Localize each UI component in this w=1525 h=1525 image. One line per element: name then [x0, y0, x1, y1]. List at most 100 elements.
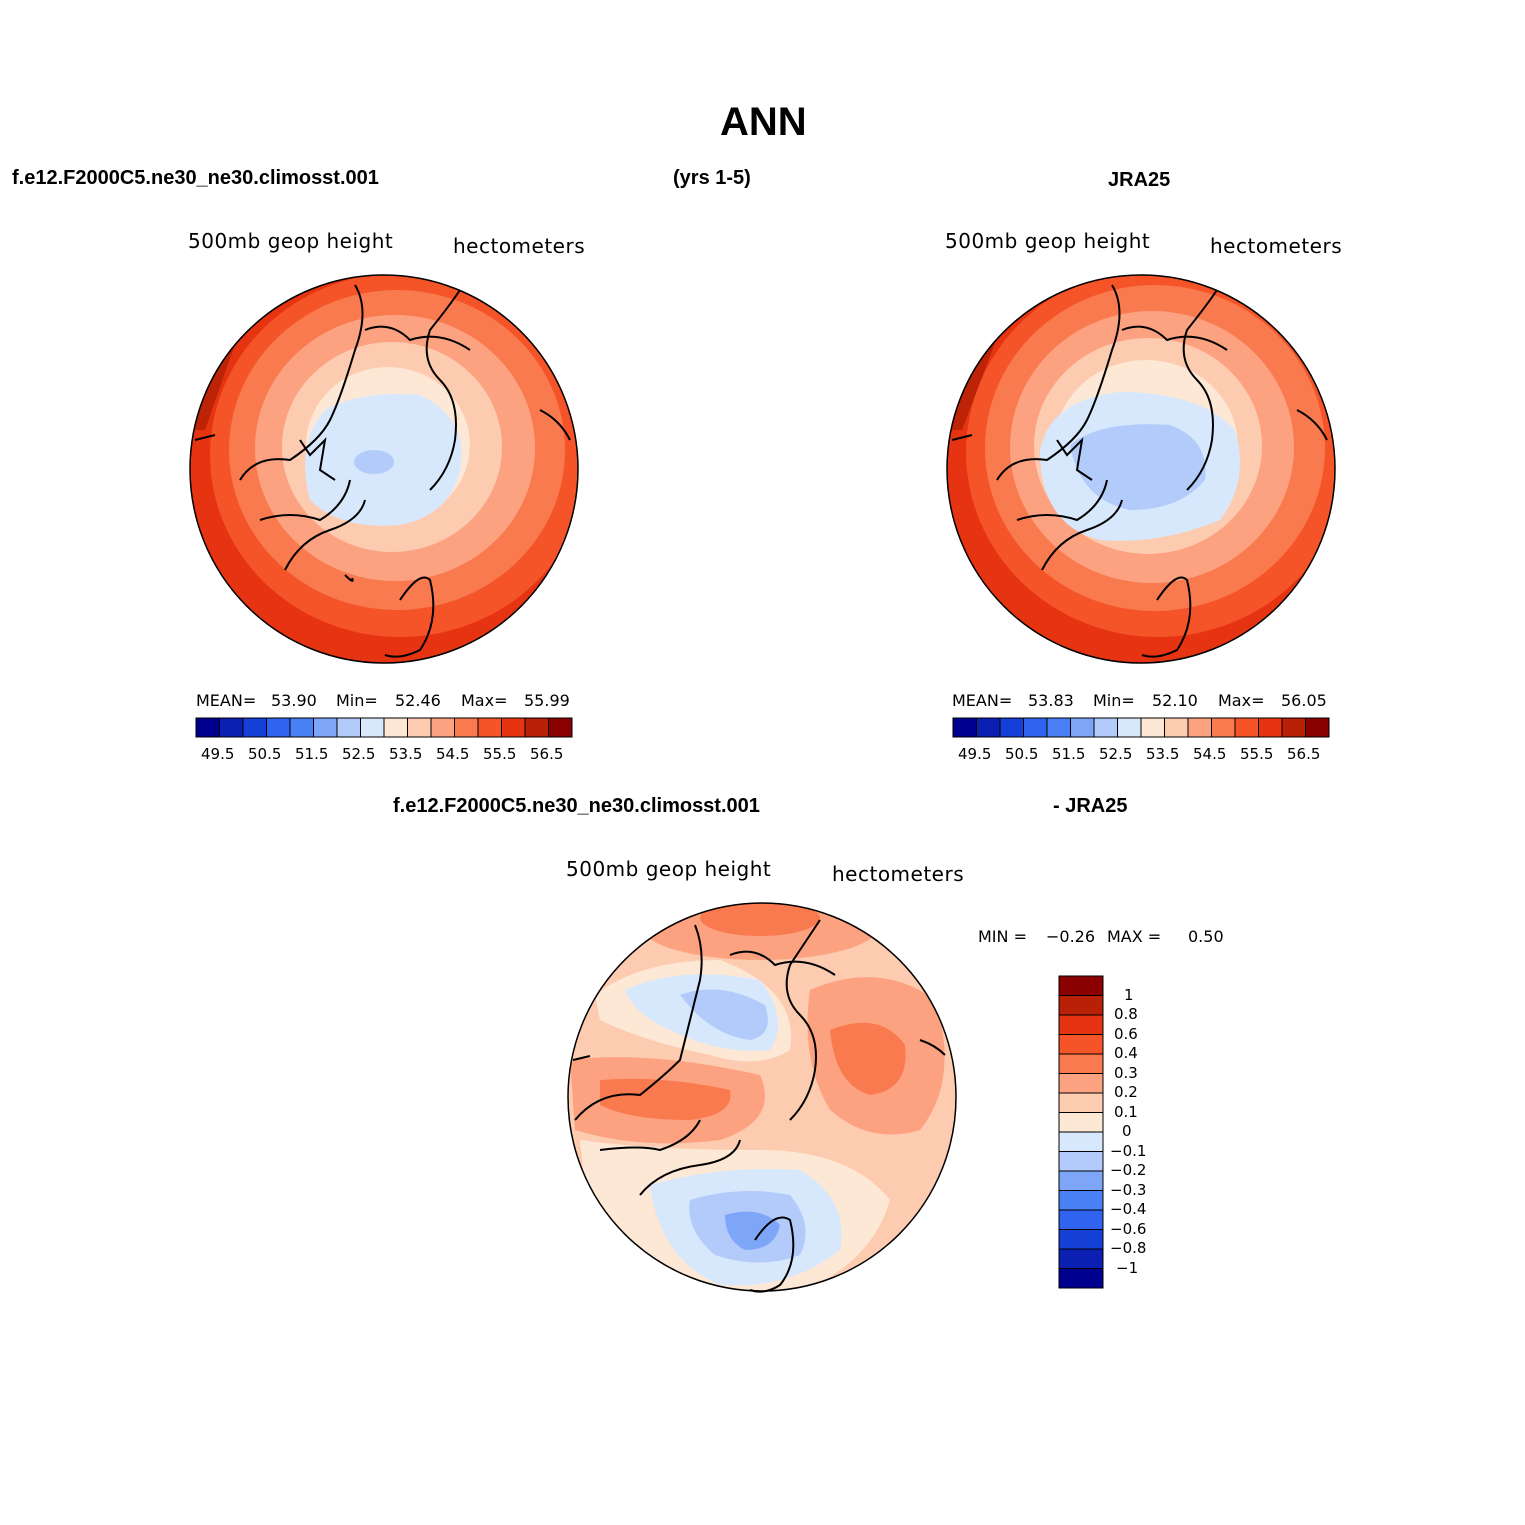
panel2-map-border — [946, 274, 1336, 664]
diff-colorbar-swatch — [1058, 1268, 1104, 1289]
diff-tick: 0.2 — [1114, 1083, 1138, 1101]
panel2-tick: 54.5 — [1193, 745, 1227, 763]
diff-tick: −0.3 — [1110, 1181, 1147, 1199]
panel1-colorbar-swatch — [477, 717, 502, 738]
diff-coastlines — [572, 919, 946, 1293]
diff-colorbar-swatch — [1058, 1014, 1104, 1035]
panel1-tick: 51.5 — [295, 745, 329, 763]
diff-colorbar-swatch — [1058, 1190, 1104, 1211]
plot-title: ANN — [720, 100, 807, 144]
diff-tick: −1 — [1116, 1259, 1139, 1277]
panel2-max: 56.05 — [1281, 691, 1327, 710]
panel1-tick: 54.5 — [436, 745, 470, 763]
diff-tick: 0.3 — [1114, 1064, 1138, 1082]
years-label: (yrs 1-5) — [673, 167, 751, 189]
panel1-mean-label: MEAN= — [196, 691, 257, 710]
diff-colorbar-swatch — [1058, 1053, 1104, 1074]
panel2-colorbar-swatch — [1234, 717, 1259, 738]
diff-max: 0.50 — [1188, 927, 1224, 946]
panel2-colorbar-swatch — [1023, 717, 1048, 738]
diff-colorbar-swatch — [1058, 995, 1104, 1016]
diff-max-label: MAX = — [1107, 927, 1162, 946]
panel2-colorbar — [952, 717, 1330, 738]
panel1-variable: 500mb geop height — [188, 229, 394, 253]
diff-tick: −0.4 — [1110, 1200, 1147, 1218]
diff-tick: −0.2 — [1110, 1161, 1147, 1179]
panel1-coastlines — [194, 284, 571, 658]
panel2-tick: 51.5 — [1052, 745, 1086, 763]
diff-colorbar-swatch — [1058, 1112, 1104, 1133]
diff-tick: 0 — [1122, 1122, 1132, 1140]
panel2-colorbar-swatch — [1140, 717, 1165, 738]
diff-colorbar-swatch — [1058, 975, 1104, 996]
panel1-colorbar-swatch — [266, 717, 291, 738]
panel2-colorbar-swatch — [1046, 717, 1071, 738]
panel2-min: 52.10 — [1152, 691, 1198, 710]
panel1-tick: 50.5 — [248, 745, 282, 763]
panel1-min: 52.46 — [395, 691, 441, 710]
diff-map — [568, 903, 956, 1291]
panel1-colorbar — [195, 717, 573, 738]
diff-colorbar-swatch — [1058, 1131, 1104, 1152]
diff-tick: −0.1 — [1110, 1142, 1147, 1160]
panel2-tick: 52.5 — [1099, 745, 1133, 763]
panel2-tick: 53.5 — [1146, 745, 1180, 763]
diff-tick: 0.8 — [1114, 1005, 1138, 1023]
panel1-map-border — [189, 274, 579, 664]
diff-case-name: f.e12.F2000C5.ne30_ne30.climosst.001 — [393, 795, 760, 817]
diff-colorbar-swatch — [1058, 1092, 1104, 1113]
diff-units: hectometers — [832, 862, 965, 886]
panel1-tick: 53.5 — [389, 745, 423, 763]
panel1-colorbar-swatch — [407, 717, 432, 738]
panel2-colorbar-swatch — [1093, 717, 1118, 738]
diff-colorbar-swatch — [1058, 1073, 1104, 1094]
diff-variable: 500mb geop height — [566, 857, 772, 881]
panel2-colorbar-swatch — [1258, 717, 1283, 738]
panel1-colorbar-swatch — [289, 717, 314, 738]
panel1-colorbar-swatch — [454, 717, 479, 738]
panel1-colorbar-swatch — [383, 717, 408, 738]
diff-colorbar-swatch — [1058, 1229, 1104, 1250]
panel1-min-label: Min= — [336, 691, 378, 710]
panel2-tick: 56.5 — [1287, 745, 1321, 763]
panel2-colorbar-swatch — [1164, 717, 1189, 738]
panel2-colorbar-swatch — [952, 717, 977, 738]
panel2-colorbar-swatch — [999, 717, 1024, 738]
panel2-min-label: Min= — [1093, 691, 1135, 710]
panel2-colorbar-swatch — [1281, 717, 1306, 738]
diff-obs-name: - JRA25 — [1053, 795, 1128, 817]
diff-min-label: MIN = — [978, 927, 1027, 946]
obs-name: JRA25 — [1108, 169, 1171, 191]
panel1-units: hectometers — [453, 234, 586, 258]
panel2-units: hectometers — [1210, 234, 1343, 258]
panel1-tick: 56.5 — [530, 745, 564, 763]
panel1-max: 55.99 — [524, 691, 570, 710]
panel1-colorbar-swatch — [524, 717, 549, 738]
diff-min: −0.26 — [1046, 927, 1096, 946]
panel2-colorbar-swatch — [976, 717, 1001, 738]
panel2-mean: 53.83 — [1028, 691, 1074, 710]
panel2-tick: 55.5 — [1240, 745, 1274, 763]
panel2-colorbar-swatch — [1187, 717, 1212, 738]
panel2-colorbar-swatch — [1117, 717, 1142, 738]
panel2-colorbar-swatch — [1211, 717, 1236, 738]
panel1-tick: 52.5 — [342, 745, 376, 763]
diff-tick: 1 — [1124, 986, 1134, 1004]
panel1-colorbar-swatch — [219, 717, 244, 738]
diff-colorbar-swatch — [1058, 1209, 1104, 1230]
panel1-colorbar-swatch — [242, 717, 267, 738]
diff-tick: −0.6 — [1110, 1220, 1147, 1238]
case-name-left: f.e12.F2000C5.ne30_ne30.climosst.001 — [12, 167, 379, 189]
panel1-colorbar-swatch — [360, 717, 385, 738]
panel1-colorbar-swatch — [430, 717, 455, 738]
panel2-max-label: Max= — [1218, 691, 1265, 710]
panel1-colorbar-swatch — [501, 717, 526, 738]
panel2-colorbar-swatch — [1305, 717, 1330, 738]
panel1-tick: 55.5 — [483, 745, 517, 763]
diff-colorbar-swatch — [1058, 1248, 1104, 1269]
diff-colorbar-swatch — [1058, 1151, 1104, 1172]
panel2-tick: 50.5 — [1005, 745, 1039, 763]
panel2-map — [947, 275, 1335, 663]
panel2-colorbar-swatch — [1070, 717, 1095, 738]
panel1-mean: 53.90 — [271, 691, 317, 710]
